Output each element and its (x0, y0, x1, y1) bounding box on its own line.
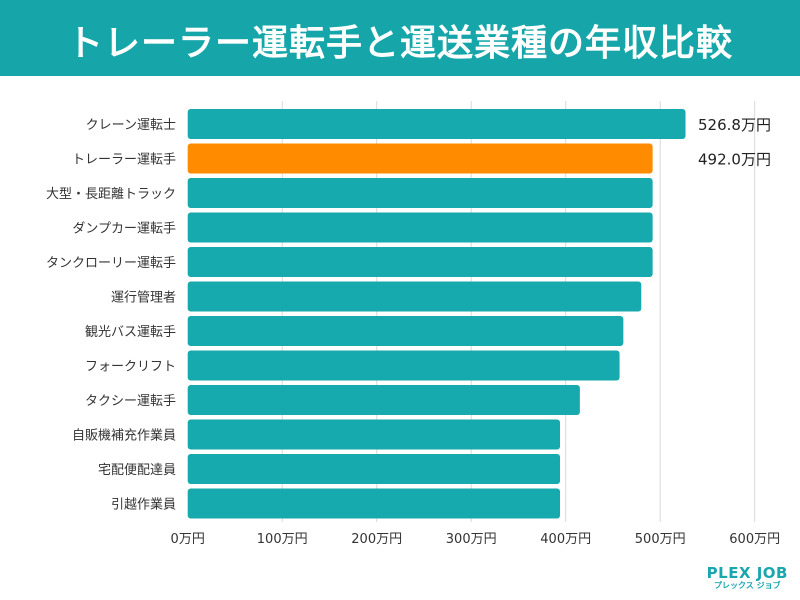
data-label: 492.0万円 (698, 151, 771, 169)
x-tick-label: 500万円 (635, 532, 686, 547)
x-tick-label: 200万円 (351, 532, 402, 547)
bar (187, 454, 561, 484)
bar (187, 350, 620, 381)
category-label: フォークリフト (85, 360, 176, 375)
bar (187, 212, 653, 243)
bar (187, 281, 642, 312)
x-tick-label: 100万円 (257, 532, 308, 547)
category-label: タンクローリー運転手 (46, 256, 176, 271)
x-tick-label: 400万円 (540, 532, 591, 547)
page-title: トレーラー運転手と運送業種の年収比較 (66, 23, 733, 64)
data-label: 526.8万円 (698, 116, 771, 134)
bar (187, 385, 580, 415)
title-banner: トレーラー運転手と運送業種の年収比較 (0, 0, 800, 76)
bar (187, 178, 653, 208)
category-label: ダンプカー運転手 (72, 222, 176, 237)
category-label: タクシー運転手 (85, 394, 176, 409)
category-label: 宅配便配達員 (98, 463, 176, 478)
category-label: クレーン運転士 (86, 118, 176, 133)
bar (187, 488, 561, 519)
bar (187, 109, 686, 139)
bar (187, 143, 653, 174)
category-label: 自販機補充作業員 (72, 428, 176, 444)
bar (187, 316, 624, 346)
category-label: トレーラー運転手 (72, 153, 176, 168)
x-tick-label: 300万円 (446, 532, 497, 547)
x-tick-label: 600万円 (729, 532, 780, 547)
category-label: 引越作業員 (111, 497, 176, 513)
category-label: 運行管理者 (111, 291, 176, 306)
category-label: 観光バス運転手 (85, 325, 176, 340)
bar (187, 247, 653, 277)
category-label: 大型・長距離トラック (46, 187, 176, 202)
bar (187, 419, 561, 450)
plex-job-logo: PLEX JOB プレックス ジョブ (706, 564, 788, 591)
x-tick-label: 0万円 (171, 532, 205, 547)
